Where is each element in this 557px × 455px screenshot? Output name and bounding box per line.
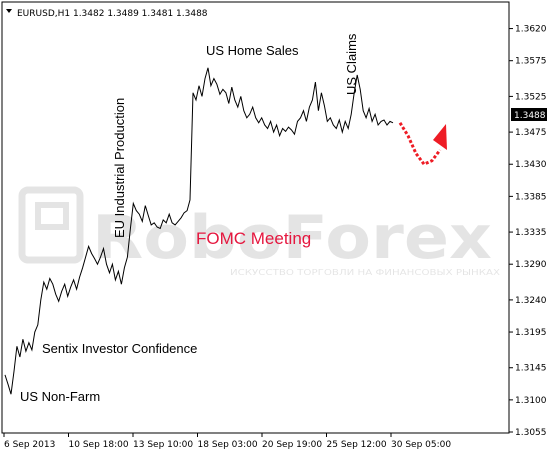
x-tick-label: 13 Sep 10:00 — [133, 440, 193, 450]
x-tick-label: 25 Sep 12:00 — [327, 440, 387, 450]
y-tick-label: 1.3290 — [515, 260, 547, 270]
watermark-subtext: ИСКУССТВО ТОРГОВЛИ НА ФИНАНСОВЫХ РЫНКАХ — [230, 268, 501, 277]
dropdown-triangle-icon[interactable] — [6, 9, 12, 13]
y-tick-label: 1.3240 — [515, 296, 547, 306]
annotation-eu-industrial: EU Industrial Production — [112, 98, 127, 238]
annotation-sentix: Sentix Investor Confidence — [42, 341, 197, 356]
x-tick-label: 30 Sep 05:00 — [391, 440, 451, 450]
y-tick-label: 1.3475 — [515, 128, 547, 138]
forecast-arrow-icon — [433, 124, 447, 150]
y-tick-label: 1.3620 — [515, 25, 547, 35]
y-tick-label: 1.3575 — [515, 57, 547, 67]
x-tick-label: 20 Sep 19:00 — [262, 440, 322, 450]
x-tick-label: 18 Sep 03:00 — [198, 440, 258, 450]
y-axis: 1.3620 1.3575 1.3525 1.3475 1.3430 1.3385 1.33… — [509, 25, 547, 438]
y-tick-label: 1.3335 — [515, 228, 547, 238]
annotation-us-home-sales: US Home Sales — [206, 43, 299, 58]
y-tick-label: 1.3145 — [515, 364, 547, 374]
current-price-text: 1.3488 — [514, 111, 546, 121]
x-tick-label: 10 Sep 18:00 — [69, 440, 129, 450]
x-axis: 6 Sep 2013 10 Sep 18:00 13 Sep 10:00 18 Sep… — [3, 433, 451, 450]
y-tick-label: 1.3385 — [515, 192, 547, 202]
x-tick-label: 6 Sep 2013 — [4, 440, 55, 450]
watermark-logo-icon — [18, 186, 84, 264]
annotation-us-claims: US Claims — [344, 33, 359, 95]
price-line — [4, 67, 394, 395]
chart-title: EURUSD,H1 1.3482 1.3489 1.3481 1.3488 — [17, 9, 208, 19]
y-tick-label: 1.3195 — [515, 328, 547, 338]
plot-area — [1, 1, 510, 434]
watermark: RoboForex ИСКУССТВО ТОРГОВЛИ НА ФИНАНСОВ… — [18, 186, 501, 277]
y-tick-label: 1.3525 — [515, 92, 547, 102]
y-tick-label: 1.3055 — [515, 428, 547, 438]
annotations: US Non-Farm Sentix Investor Confidence E… — [20, 33, 359, 404]
forecast-dotted-path — [398, 122, 442, 167]
y-tick-label: 1.3100 — [515, 396, 547, 406]
watermark-text: RoboForex — [92, 203, 492, 273]
annotation-fomc: FOMC Meeting — [196, 229, 311, 248]
forecast — [398, 122, 447, 167]
annotation-us-non-farm: US Non-Farm — [20, 389, 100, 404]
y-tick-label: 1.3430 — [515, 160, 547, 170]
chart-header: EURUSD,H1 1.3482 1.3489 1.3481 1.3488 — [6, 9, 208, 19]
current-price-label: 1.3488 — [511, 108, 547, 121]
